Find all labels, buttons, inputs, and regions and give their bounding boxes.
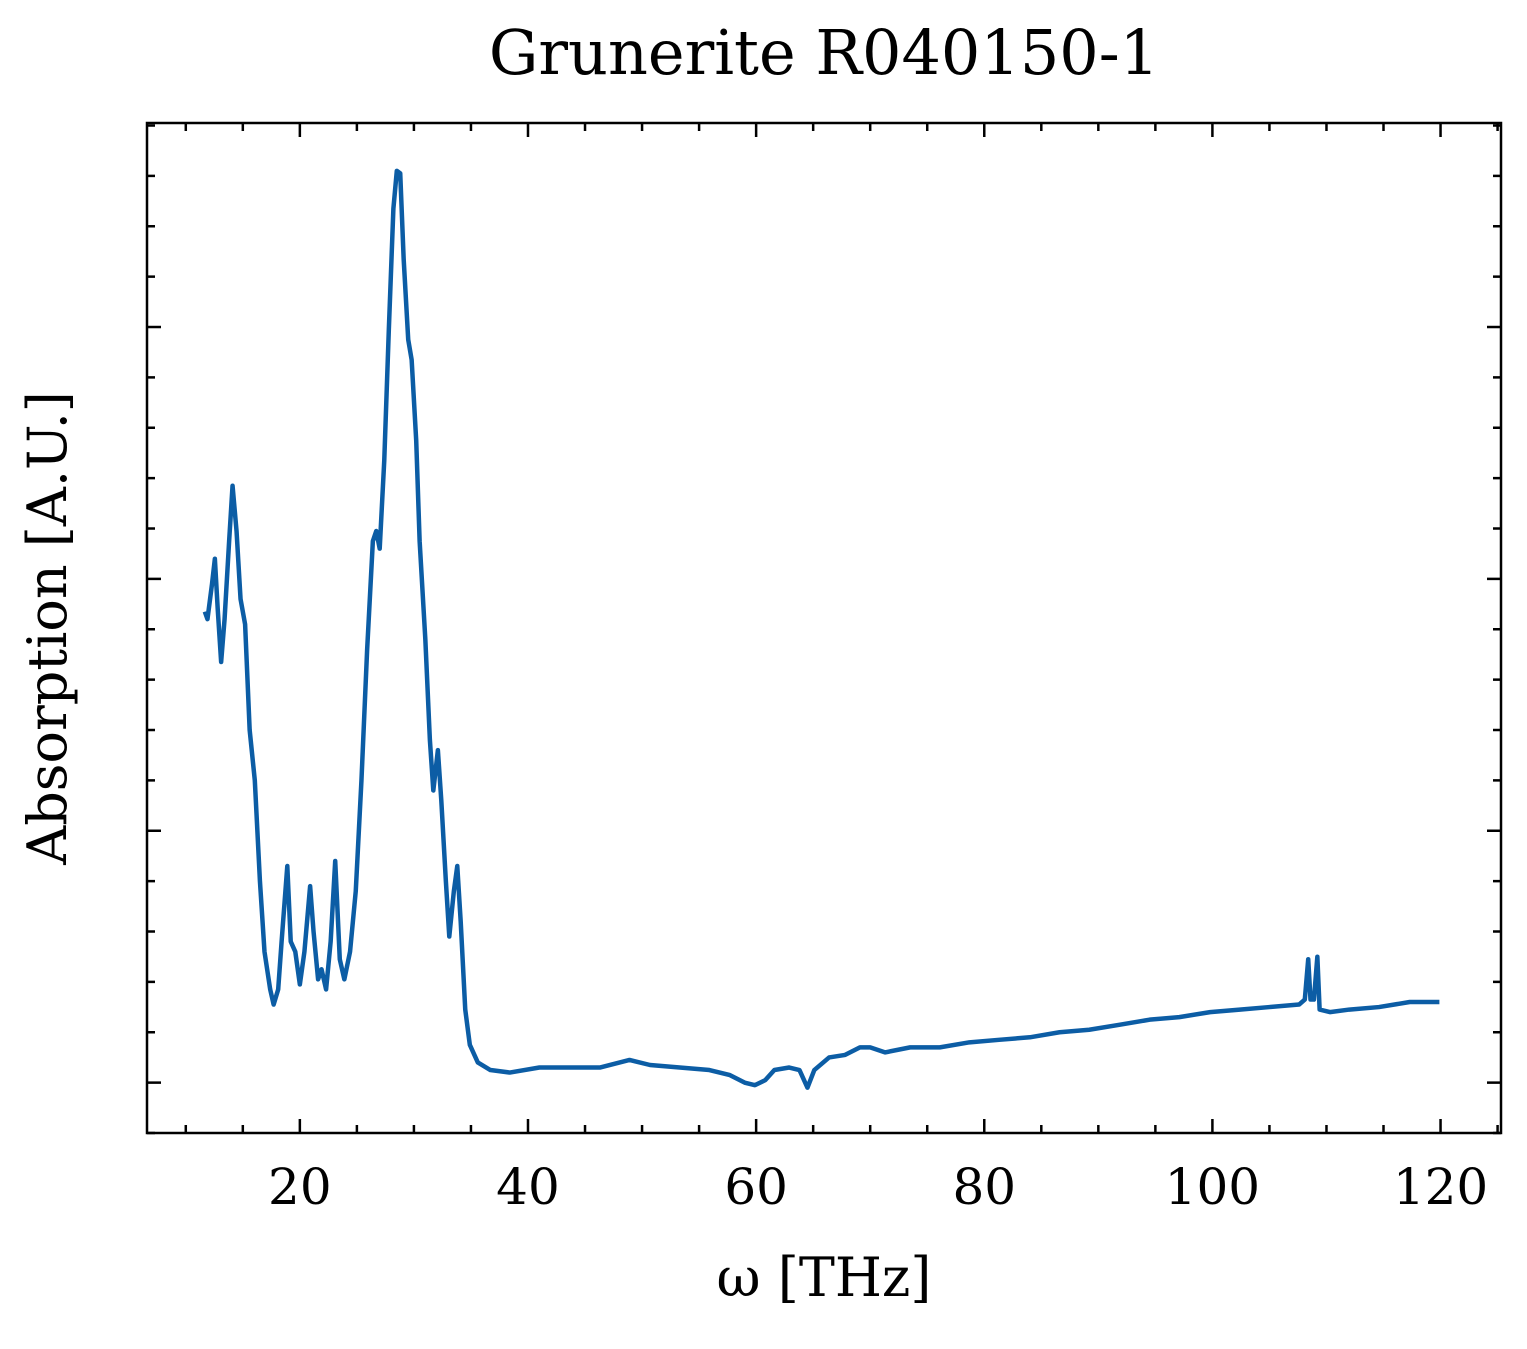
y-axis-label: Absorption [A.U.] xyxy=(16,391,79,866)
x-tick-label: 120 xyxy=(1393,1158,1488,1216)
x-tick-label: 40 xyxy=(496,1158,560,1216)
x-tick-label: 60 xyxy=(724,1158,788,1216)
data-line xyxy=(202,168,1440,1090)
plot-frame xyxy=(145,121,1503,1135)
x-tick-label: 100 xyxy=(1165,1158,1260,1216)
x-tick-label: 80 xyxy=(952,1158,1016,1216)
x-axis-label: ω [THz] xyxy=(717,1246,932,1309)
x-tick-label: 20 xyxy=(268,1158,332,1216)
chart-title: Grunerite R040150-1 xyxy=(489,16,1159,89)
